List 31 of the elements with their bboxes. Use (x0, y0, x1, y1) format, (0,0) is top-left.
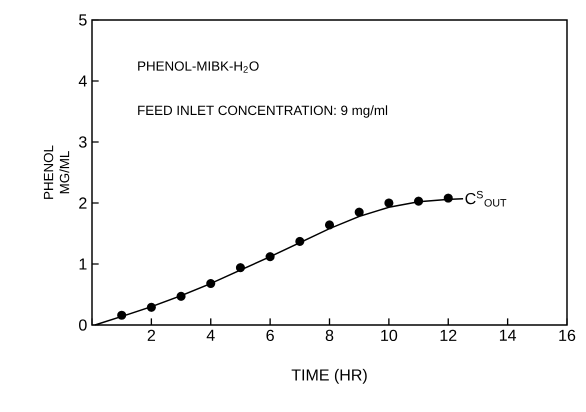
point (146, 302, 156, 312)
y-tick-label: 3 (79, 136, 87, 148)
series-label: C$^{S}$OUT (466, 190, 506, 207)
y-axis-title: PHENOL MG/ML (44, 146, 70, 199)
y-tick-label: 0 (79, 319, 87, 331)
point (176, 292, 186, 301)
x-tick-label: 16 (559, 330, 576, 342)
y-tick-label: 1 (80, 258, 87, 270)
x-tick-label: 10 (381, 330, 398, 342)
point (266, 252, 275, 262)
x-tick-label: 8 (326, 330, 334, 342)
x-tick-label: 4 (206, 330, 215, 341)
point (384, 198, 394, 208)
point (444, 194, 453, 203)
x-tick-label: 14 (500, 330, 516, 341)
x-axis-title: TIME (HR) (292, 368, 367, 384)
point (324, 220, 334, 230)
point (414, 196, 424, 206)
y-tick-label: 2 (79, 197, 86, 209)
x-tick-label: 12 (440, 330, 456, 341)
y-tick-label: 4 (78, 76, 87, 87)
point (354, 208, 364, 217)
point (295, 236, 304, 246)
annotation: PHENOL-MIBK-H$_{2}$O (138, 61, 259, 73)
x-tick-label: 2 (148, 330, 156, 341)
y-tick-label: 5 (79, 14, 87, 26)
x-tick-label: 6 (266, 330, 274, 342)
point (236, 263, 245, 272)
point (117, 310, 126, 320)
point (206, 278, 216, 288)
annotation: FEED INLET CONCENTRATION: 9 mg/ml (138, 105, 388, 118)
